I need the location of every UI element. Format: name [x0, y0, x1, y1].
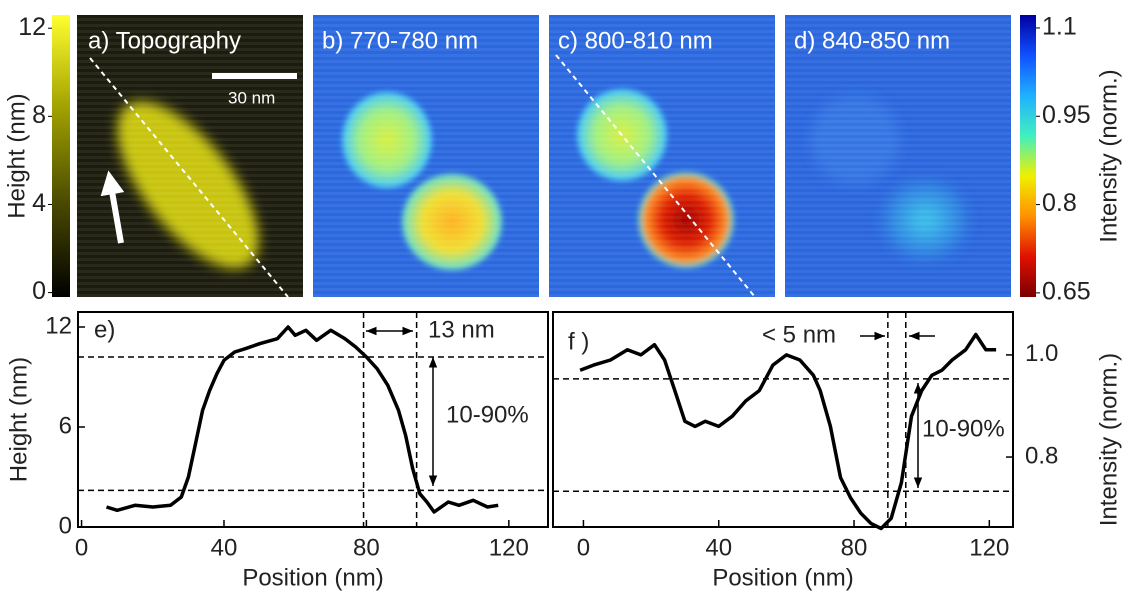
- x-axis-label: Position (nm): [712, 564, 853, 591]
- panel-a: [77, 15, 303, 298]
- panel-title: a) Topography: [88, 27, 241, 54]
- panel-label: e): [94, 316, 115, 343]
- y-axis-label: Intensity (norm.): [1095, 353, 1122, 526]
- colorbar-tick-label: 8: [32, 101, 46, 129]
- colorbar: [1020, 15, 1036, 297]
- colorbar-label: Intensity (norm.): [1095, 69, 1122, 242]
- x-tick-label: 120: [489, 534, 529, 561]
- x-tick-label: 0: [75, 534, 88, 561]
- y-tick-label: 0.8: [1025, 442, 1058, 469]
- colorbar-tick-label: 0.95: [1042, 101, 1091, 129]
- colorbar-tick-label: 4: [32, 189, 46, 217]
- panel-b: [313, 15, 539, 297]
- colorbar-tick-label: 0.65: [1042, 277, 1091, 305]
- colorbar-tick-label: 12: [18, 13, 46, 41]
- panel-d: [785, 15, 1011, 297]
- plot-frame: [77, 311, 549, 528]
- x-tick-label: 120: [969, 534, 1009, 561]
- y-tick-label: 12: [45, 312, 72, 339]
- panel-title: c) 800-810 nm: [558, 27, 713, 54]
- x-tick-label: 0: [577, 534, 590, 561]
- colorbar-tick-label: 0.8: [1042, 189, 1077, 217]
- x-tick-label: 80: [353, 534, 380, 561]
- colorbar-tick-label: 0: [32, 277, 46, 305]
- colorbar-tick-label: 1.1: [1042, 13, 1077, 41]
- plot-frame: [552, 311, 1014, 528]
- scale-bar-label: 30 nm: [228, 88, 275, 107]
- y-tick-label: 6: [59, 412, 72, 439]
- data-line: [105, 325, 499, 514]
- width-label: < 5 nm: [762, 321, 836, 348]
- y-tick-label: 0: [59, 512, 72, 539]
- x-tick-label: 40: [211, 534, 238, 561]
- y-axis-label: Height (nm): [5, 357, 32, 482]
- x-tick-label: 40: [705, 534, 732, 561]
- x-axis-label: Position (nm): [242, 564, 383, 591]
- panel-title: b) 770-780 nm: [322, 27, 478, 54]
- panel-label: f ): [568, 328, 589, 355]
- panel-c: [549, 15, 775, 298]
- panel-title: d) 840-850 nm: [794, 27, 950, 54]
- y-tick-label: 1.0: [1025, 340, 1058, 367]
- colorbar-label: Height (nm): [3, 93, 30, 218]
- colorbar: [52, 15, 70, 297]
- range-label: 10-90%: [922, 415, 1005, 442]
- data-line: [579, 332, 997, 531]
- width-label: 13 nm: [428, 316, 495, 343]
- range-label: 10-90%: [446, 401, 529, 428]
- x-tick-label: 80: [841, 534, 868, 561]
